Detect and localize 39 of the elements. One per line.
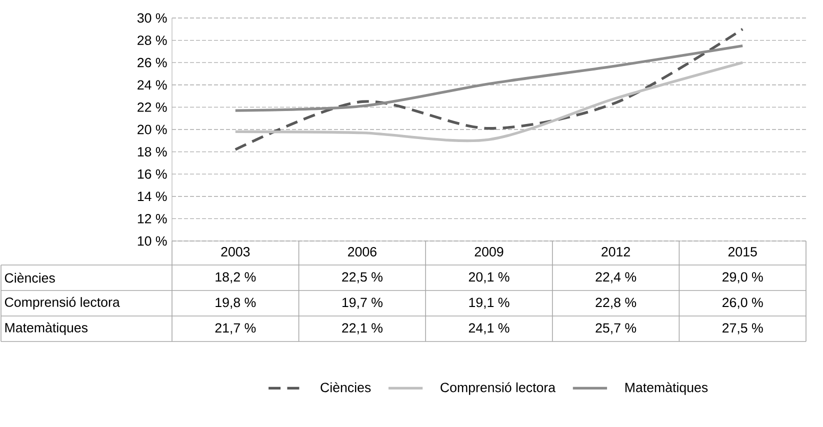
legend-label: Ciències [320, 382, 371, 392]
data-label: 22,4 % [596, 272, 636, 284]
y-tick-label: 16 % [138, 169, 167, 179]
data-label: 18,2 % [216, 272, 256, 284]
data-label: 22,1 % [342, 323, 382, 334]
text: Ciències [4, 272, 55, 283]
data-label: 19,1 % [469, 298, 510, 309]
data-label: 22,8 % [596, 298, 636, 309]
legend-label: Matemàtiques [625, 382, 708, 395]
data-label: 20,1 % [468, 272, 510, 284]
data-label: 25,7 % [596, 323, 636, 334]
y-tick-label: 14 % [138, 192, 167, 202]
y-tick-label: 22 % [138, 102, 167, 112]
data-label: 21,7 % [215, 323, 256, 334]
data-label: 29,0 % [722, 272, 763, 284]
y-tick-label: 18 % [138, 147, 167, 157]
y-tick-label: 24 % [138, 80, 167, 90]
y-tick-label: 10 % [138, 236, 167, 246]
text: Comprensió lectora [4, 296, 120, 310]
y-tick-label: 20 % [138, 124, 167, 134]
x-tick-label: 2015 [728, 247, 757, 256]
data-label: 22,5 % [342, 272, 382, 284]
text: Matemàtiques [5, 322, 88, 336]
x-tick-label: 2009 [474, 247, 504, 256]
y-tick-label: 28 % [138, 36, 167, 46]
x-tick-label: 2006 [348, 247, 376, 256]
data-label: 19,8 % [216, 298, 256, 309]
y-tick-label: 30 % [137, 13, 167, 23]
legend-label: Comprensió lectora [440, 382, 556, 395]
data-label: 24,1 % [468, 323, 510, 334]
x-tick-label: 2003 [221, 247, 250, 256]
data-label: 19,7 % [342, 298, 382, 309]
x-tick-label: 2012 [602, 247, 630, 256]
data-label: 27,5 % [722, 323, 763, 334]
data-label: 26,0 % [722, 298, 763, 309]
y-tick-label: 26 % [138, 58, 167, 68]
y-tick-label: 12 % [138, 214, 167, 224]
line-series [234, 28, 744, 151]
line-series [234, 44, 744, 112]
